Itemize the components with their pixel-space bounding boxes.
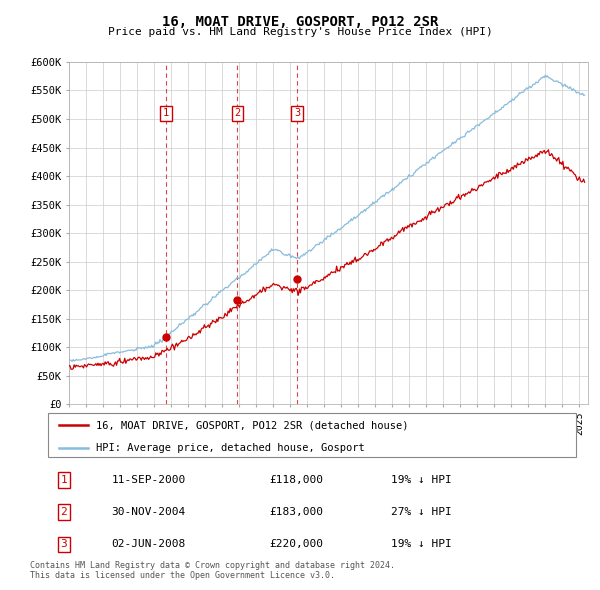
Text: 11-SEP-2000: 11-SEP-2000 (112, 475, 185, 485)
Text: HPI: Average price, detached house, Gosport: HPI: Average price, detached house, Gosp… (95, 442, 364, 453)
Text: 3: 3 (61, 539, 67, 549)
Text: 19% ↓ HPI: 19% ↓ HPI (391, 539, 452, 549)
Text: 1: 1 (61, 475, 67, 485)
Text: Price paid vs. HM Land Registry's House Price Index (HPI): Price paid vs. HM Land Registry's House … (107, 27, 493, 37)
Text: 02-JUN-2008: 02-JUN-2008 (112, 539, 185, 549)
FancyBboxPatch shape (48, 413, 576, 457)
Text: £118,000: £118,000 (270, 475, 324, 485)
Text: Contains HM Land Registry data © Crown copyright and database right 2024.
This d: Contains HM Land Registry data © Crown c… (30, 560, 395, 580)
Text: £183,000: £183,000 (270, 507, 324, 517)
Text: 27% ↓ HPI: 27% ↓ HPI (391, 507, 452, 517)
Text: 19% ↓ HPI: 19% ↓ HPI (391, 475, 452, 485)
Text: 2: 2 (235, 109, 241, 118)
Text: 16, MOAT DRIVE, GOSPORT, PO12 2SR (detached house): 16, MOAT DRIVE, GOSPORT, PO12 2SR (detac… (95, 421, 408, 430)
Text: 2: 2 (61, 507, 67, 517)
Text: 1: 1 (163, 109, 169, 118)
Text: 16, MOAT DRIVE, GOSPORT, PO12 2SR: 16, MOAT DRIVE, GOSPORT, PO12 2SR (162, 15, 438, 29)
Text: 30-NOV-2004: 30-NOV-2004 (112, 507, 185, 517)
Text: 3: 3 (294, 109, 300, 118)
Text: £220,000: £220,000 (270, 539, 324, 549)
